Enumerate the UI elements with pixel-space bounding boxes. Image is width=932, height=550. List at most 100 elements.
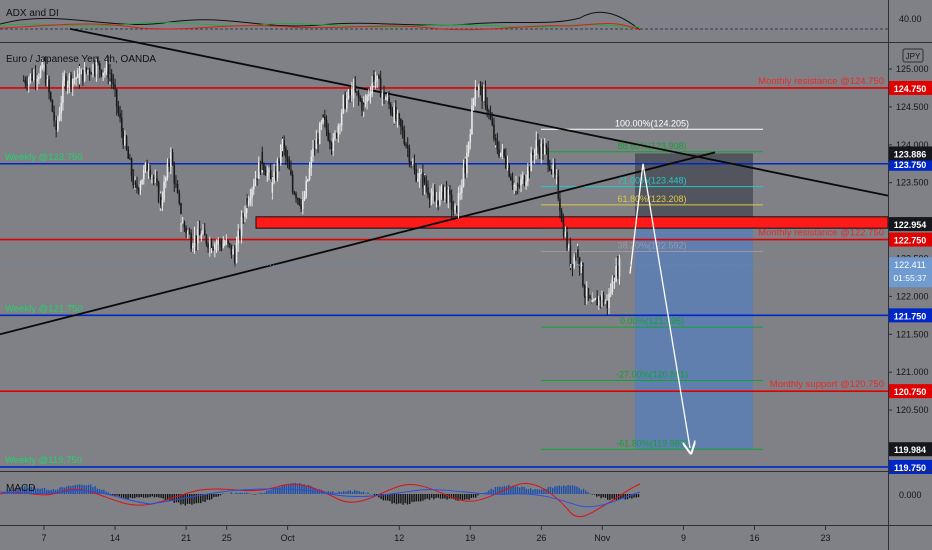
candle-body-371 xyxy=(573,256,575,268)
supply-zone[interactable] xyxy=(255,216,889,229)
candle-body-217 xyxy=(351,89,353,96)
candle-body-154 xyxy=(259,162,262,173)
macd-bar-43 xyxy=(96,488,98,494)
macd-bar-164 xyxy=(362,491,365,494)
candle-body-53 xyxy=(105,64,108,72)
macd-bar-154 xyxy=(340,492,343,494)
short-position-tool[interactable] xyxy=(635,153,753,450)
key-levels[interactable] xyxy=(0,87,888,468)
candle-body-141 xyxy=(239,231,241,236)
candle-body-92 xyxy=(166,163,169,178)
price-tick-label-1: 124.500 xyxy=(896,102,929,112)
price-axis[interactable]: 125.000124.500124.000123.500123.000122.5… xyxy=(0,64,932,474)
candle-body-122 xyxy=(210,241,213,251)
candle-body-243 xyxy=(388,97,390,105)
macd-bar-174 xyxy=(384,494,387,501)
time-tick-label-3: 25 xyxy=(222,533,232,543)
time-axis[interactable]: 7 14 21 25 Oct 12 19 26 Nov 9 16 23 xyxy=(41,526,831,543)
macd-bar-94 xyxy=(208,494,211,501)
di-minus-line xyxy=(0,23,641,31)
macd-title: MACD xyxy=(6,483,35,494)
macd-bar-50 xyxy=(112,494,114,496)
macd-bar-13 xyxy=(30,486,32,494)
macd-bar-79 xyxy=(175,494,178,503)
macd-bar-26 xyxy=(59,487,61,494)
macd-bar-274 xyxy=(604,494,607,498)
candle-body-300 xyxy=(471,105,473,135)
macd-bar-221 xyxy=(488,490,490,494)
candle-body-377 xyxy=(582,262,584,286)
candle-body-387 xyxy=(596,298,598,306)
candle-body-257 xyxy=(408,148,411,163)
candle-body-259 xyxy=(411,162,414,165)
candle-body-222 xyxy=(357,92,360,98)
candle-body-101 xyxy=(180,203,182,225)
level-left-label-3: Weekly @121.750 xyxy=(5,303,83,314)
candle-body-164 xyxy=(273,171,275,183)
macd-bar-242 xyxy=(534,489,536,494)
macd-bar-160 xyxy=(354,490,356,494)
ascending-trendline xyxy=(0,151,716,336)
candle-body-320 xyxy=(499,152,502,156)
candle-body-136 xyxy=(232,249,234,255)
candle-body-389 xyxy=(599,296,602,301)
macd-bar-179 xyxy=(395,494,398,505)
macd-bar-142 xyxy=(314,487,316,494)
candle-body-280 xyxy=(442,186,444,200)
level-right-label-2: Monthly resistance @122.750 xyxy=(758,228,884,239)
macd-bar-198 xyxy=(437,494,439,498)
time-tick-label-7: 26 xyxy=(536,533,546,543)
candle-body-61 xyxy=(117,106,120,114)
candle-body-334 xyxy=(520,179,522,186)
candle-body-385 xyxy=(592,299,595,301)
candle-body-176 xyxy=(291,174,294,187)
macd-bar-61 xyxy=(136,494,138,498)
candle-body-209 xyxy=(339,125,341,127)
candle-body-182 xyxy=(300,204,302,209)
axis-level-badge-2 xyxy=(889,232,932,247)
candle-body-292 xyxy=(459,192,461,194)
macd-bar-282 xyxy=(622,494,624,499)
candle-body-78 xyxy=(144,163,147,170)
macd-bar-48 xyxy=(107,492,109,494)
macd-bar-287 xyxy=(633,494,635,498)
macd-bar-36 xyxy=(81,484,83,494)
macd-bar-276 xyxy=(609,494,611,500)
candle-body-88 xyxy=(159,196,162,206)
adx-panel: ADX and DI 40.00 xyxy=(0,0,932,43)
candle-body-339 xyxy=(527,167,529,182)
macd-bar-180 xyxy=(398,494,400,504)
candle-body-349 xyxy=(542,143,544,155)
macd-bar-84 xyxy=(186,494,189,504)
candle-body-193 xyxy=(315,138,318,150)
macd-bar-74 xyxy=(164,494,167,501)
candle-body-165 xyxy=(274,171,277,179)
fib-label-8: -61.80%(119.983) xyxy=(616,438,687,448)
macd-bar-233 xyxy=(514,486,516,494)
candle-body-314 xyxy=(491,119,494,125)
candle-body-366 xyxy=(566,231,568,249)
macd-bar-191 xyxy=(422,494,424,501)
candle-body-379 xyxy=(584,296,586,298)
projection-arrow[interactable] xyxy=(629,163,690,448)
macd-bar-5 xyxy=(13,487,15,494)
candle-body-360 xyxy=(557,175,560,199)
macd-bar-199 xyxy=(439,494,442,499)
candle-body-128 xyxy=(219,240,221,244)
candle-body-294 xyxy=(462,168,465,187)
candle-body-235 xyxy=(376,75,379,81)
time-tick-label-2: 21 xyxy=(181,533,191,543)
macd-bar-95 xyxy=(211,494,213,500)
candle-body-8 xyxy=(36,79,38,82)
candle-body-180 xyxy=(296,198,299,200)
price-pane[interactable] xyxy=(0,43,888,471)
macd-bar-268 xyxy=(591,494,593,495)
candle-body-107 xyxy=(188,232,191,234)
trendlines[interactable] xyxy=(0,27,889,336)
macd-bar-200 xyxy=(442,494,444,499)
macd-bar-65 xyxy=(145,494,147,498)
candle-body-9 xyxy=(38,77,40,80)
candle-body-140 xyxy=(237,231,239,244)
macd-bar-241 xyxy=(532,489,534,494)
